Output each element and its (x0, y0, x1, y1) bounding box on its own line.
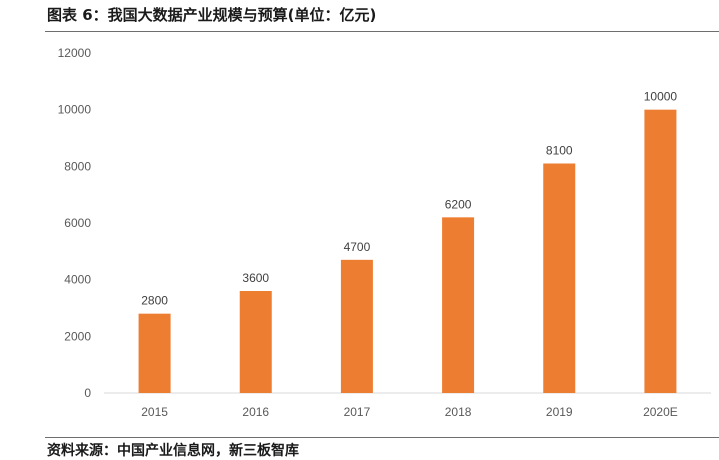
source-rule (45, 437, 719, 438)
source-note: 资料来源：中国产业信息网，新三板智库 (47, 443, 299, 459)
x-tick-label: 2019 (546, 405, 573, 419)
figure-title: 图表 6：我国大数据产业规模与预算(单位：亿元) (47, 6, 377, 24)
x-tick-label: 2018 (445, 405, 472, 419)
bar-2018 (442, 217, 475, 393)
bar-2016 (239, 291, 272, 393)
bar-2015 (138, 313, 171, 393)
bars (138, 109, 677, 394)
y-tick-label: 6000 (64, 216, 91, 230)
x-tick-label: 2017 (344, 405, 371, 419)
y-tick-label: 12000 (58, 46, 92, 60)
y-tick-label: 4000 (64, 273, 91, 287)
y-axis-ticks: 0 2000 4000 6000 8000 10000 12000 (58, 46, 92, 400)
x-tick-label: 2015 (141, 405, 168, 419)
y-tick-label: 8000 (64, 159, 91, 173)
bar-2017 (340, 259, 373, 393)
data-label: 4700 (344, 240, 371, 254)
y-tick-label: 0 (84, 386, 91, 400)
data-label: 10000 (644, 90, 678, 104)
x-tick-label: 2016 (242, 405, 269, 419)
data-labels: 2800 3600 4700 6200 8100 10000 (141, 90, 677, 308)
x-tick-label: 2020E (643, 405, 678, 419)
bar-2020E (644, 109, 677, 394)
data-label: 8100 (546, 144, 573, 158)
y-tick-label: 10000 (58, 103, 92, 117)
x-axis-ticks: 2015 2016 2017 2018 2019 2020E (141, 405, 678, 419)
bar-2019 (543, 163, 576, 393)
y-tick-label: 2000 (64, 329, 91, 343)
data-label: 2800 (141, 294, 168, 308)
data-label: 6200 (445, 197, 472, 211)
data-label: 3600 (242, 271, 269, 285)
title-rule (45, 31, 719, 32)
